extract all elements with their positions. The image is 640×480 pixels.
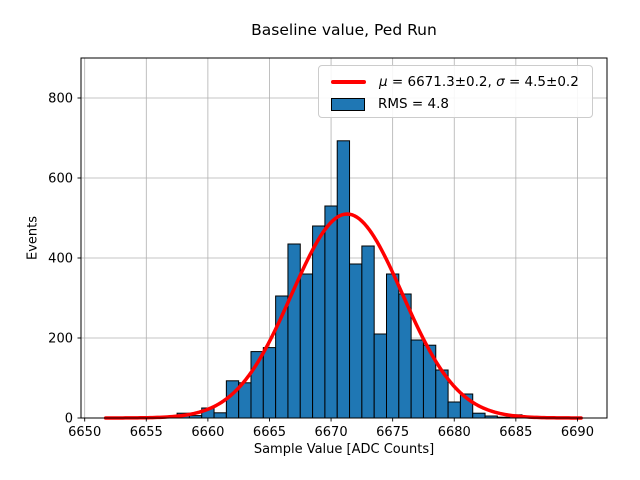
histogram-bar <box>213 412 227 419</box>
x-tick-label: 6680 <box>438 425 471 440</box>
histogram-bar <box>299 273 314 419</box>
y-tick-label: 0 <box>65 412 73 427</box>
legend: μ = 6671.3±0.2, σ = 4.5±0.2 RMS = 4.8 <box>318 65 593 118</box>
histogram-bar <box>287 243 301 419</box>
rms-legend-label: RMS = 4.8 <box>378 96 449 112</box>
histogram-bar <box>385 273 400 419</box>
y-tick-label: 400 <box>48 252 73 267</box>
legend-entry-fit: μ = 6671.3±0.2, σ = 4.5±0.2 <box>331 71 582 93</box>
histogram-bar <box>324 205 338 419</box>
x-axis-label: Sample Value [ADC Counts] <box>253 442 435 457</box>
y-axis-label: Events <box>25 215 41 261</box>
histogram-bar <box>262 347 277 419</box>
fit-line-swatch <box>331 80 366 84</box>
histogram-bar <box>349 263 363 419</box>
x-tick-label: 6685 <box>499 425 532 440</box>
y-tick-label: 200 <box>48 332 73 347</box>
y-tick-label: 800 <box>48 92 73 107</box>
x-tick-label: 6670 <box>315 425 348 440</box>
histogram-bar <box>361 245 375 419</box>
gaussian-fit-curve <box>103 212 583 420</box>
x-tick-label: 6660 <box>191 425 224 440</box>
x-tick-label: 6690 <box>561 425 594 440</box>
histogram-bar <box>410 339 424 419</box>
x-tick-label: 6655 <box>130 425 163 440</box>
y-tick-label: 600 <box>48 172 73 187</box>
histogram-bar <box>373 333 387 419</box>
x-tick-label: 6675 <box>376 425 409 440</box>
plot-border <box>80 57 608 419</box>
x-tick-label: 6665 <box>253 425 286 440</box>
histogram-patch-swatch <box>331 97 365 111</box>
histogram-bar <box>312 225 326 419</box>
histogram-bar <box>336 140 351 419</box>
fit-legend-label: μ = 6671.3±0.2, σ = 4.5±0.2 <box>379 74 579 90</box>
histogram-bar <box>472 412 486 419</box>
chart-title: Baseline value, Ped Run <box>251 21 437 39</box>
histogram-bar <box>447 401 461 419</box>
x-tick-label: 6650 <box>68 425 101 440</box>
legend-entry-histogram: RMS = 4.8 <box>331 93 582 115</box>
